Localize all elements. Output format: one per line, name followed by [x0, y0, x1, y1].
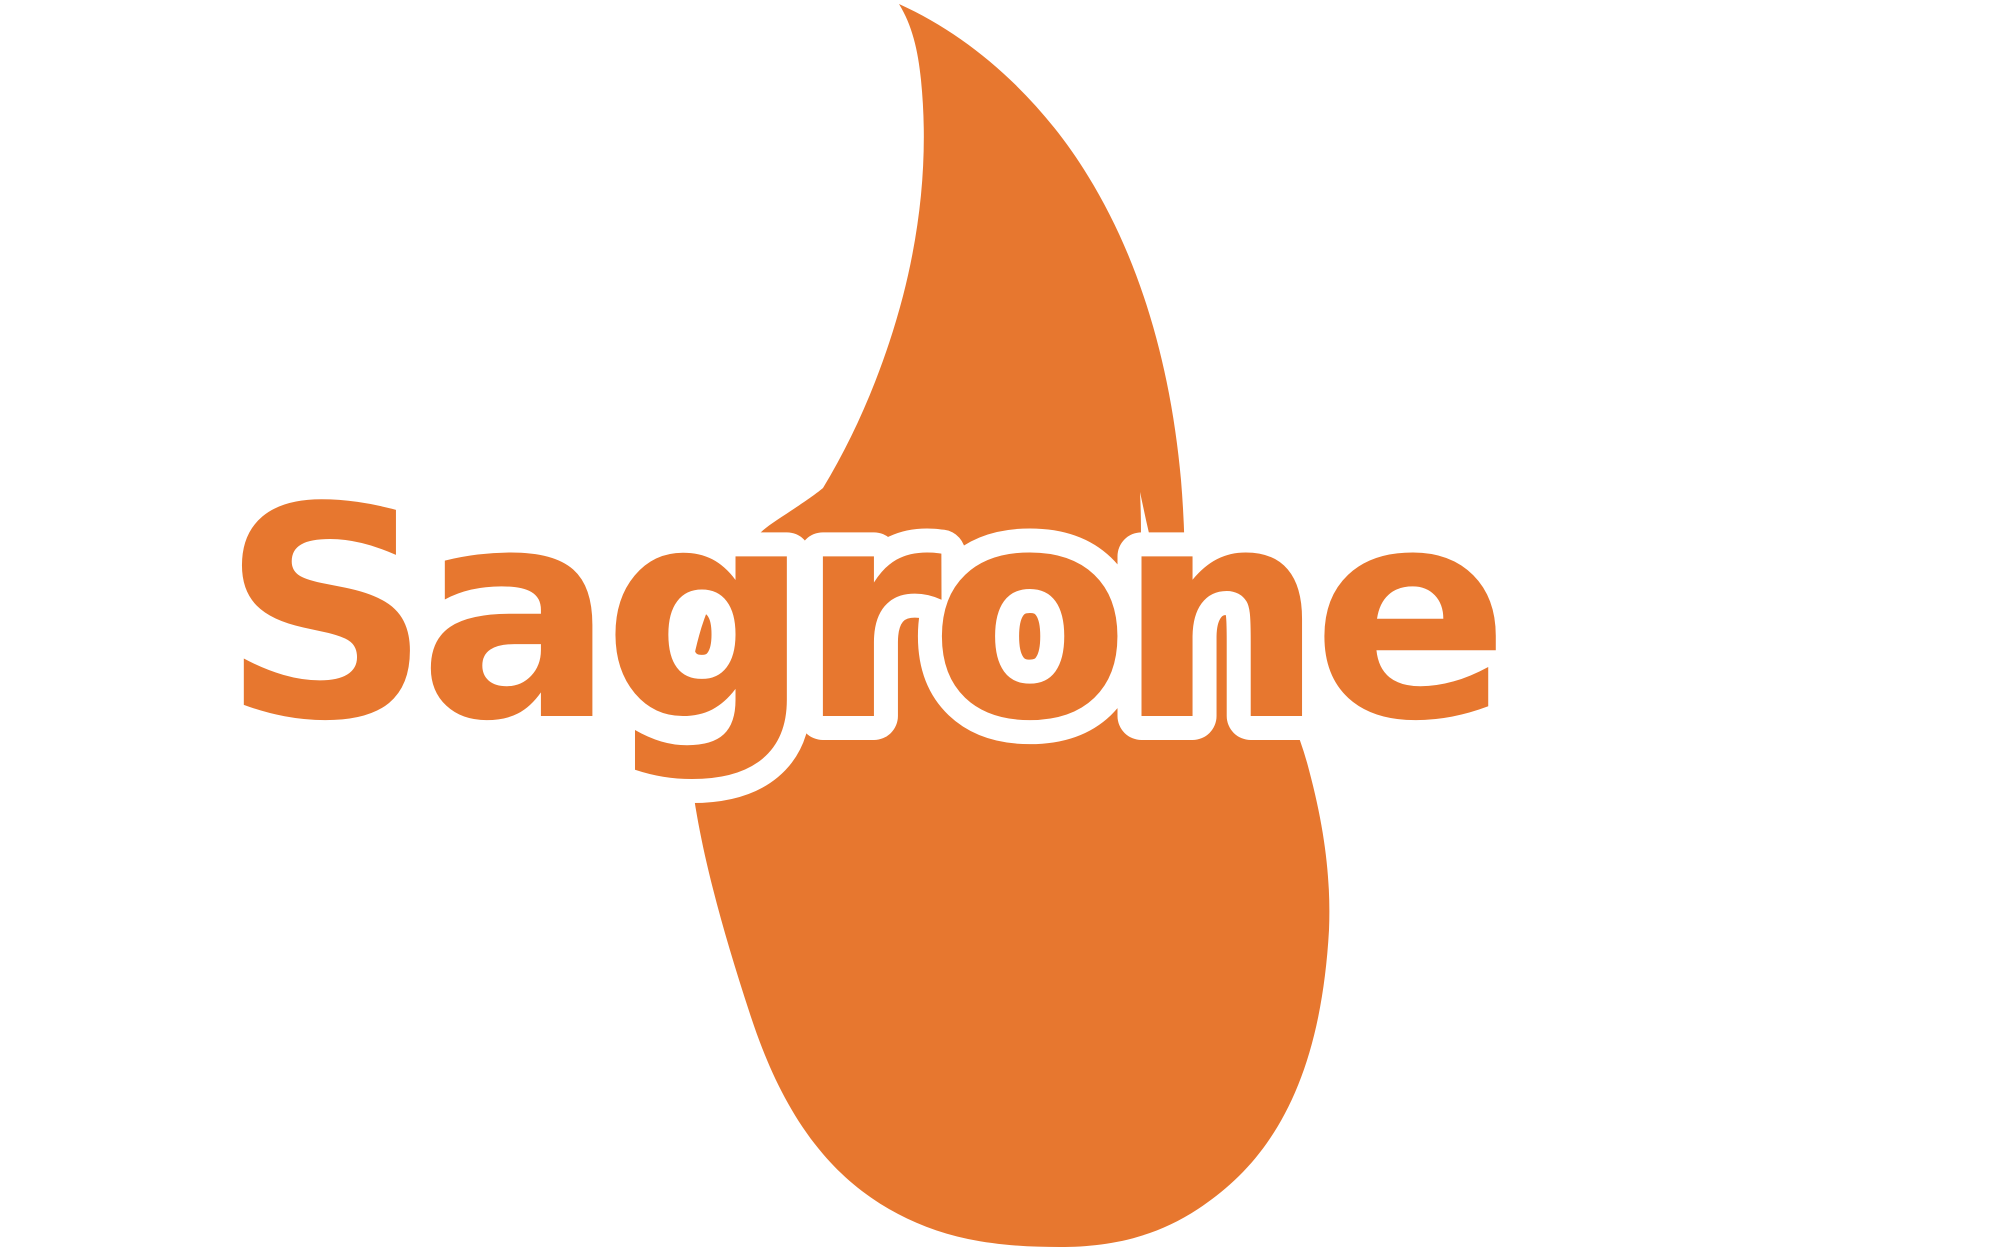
wordmark: Sagrone [197, 421, 1536, 809]
flame-icon [687, 4, 1330, 1247]
wordmark-text: Sagrone [221, 445, 1499, 785]
